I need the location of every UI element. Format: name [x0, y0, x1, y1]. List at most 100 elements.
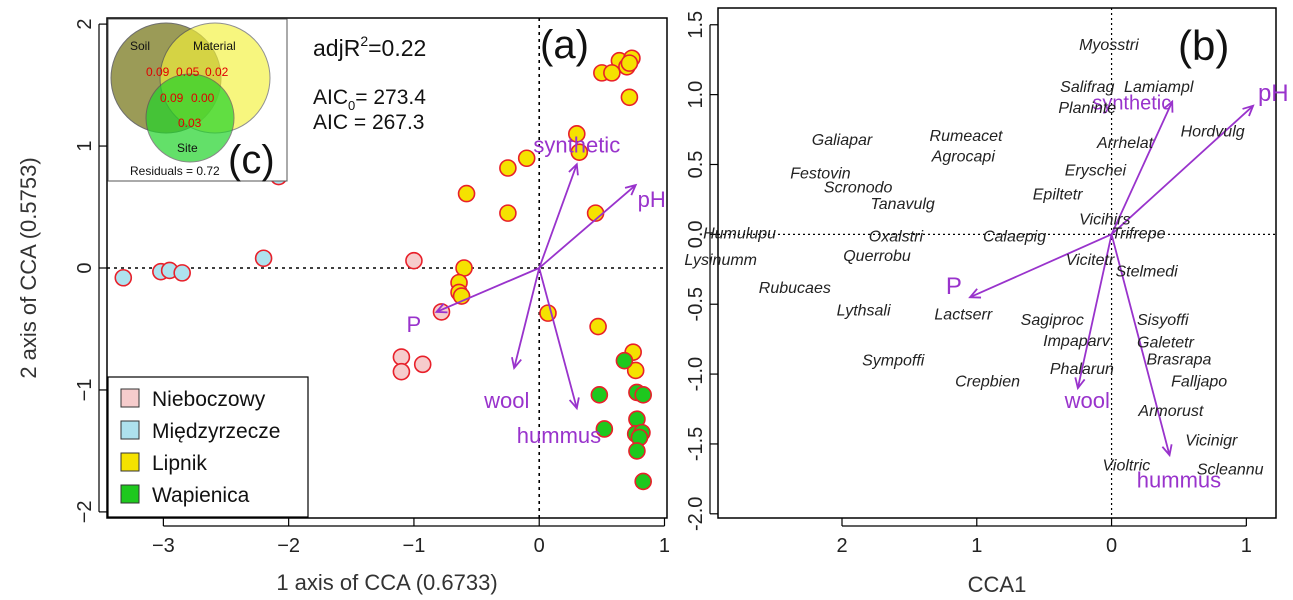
aic-annotation: AIC = 267.3	[313, 111, 425, 134]
panel-b-vector-label-synthetic: synthetic	[1092, 93, 1171, 115]
venn-set-label-material: Material	[193, 39, 236, 53]
panel-a-x-tick-label: −3	[152, 535, 175, 557]
species-label-planinte: Planinte	[1058, 100, 1116, 117]
adj-r2-sup: 2	[360, 33, 368, 49]
point-mi-dzyrzecze	[254, 249, 273, 268]
panel-b-vector-synthetic-head	[1163, 99, 1174, 113]
point-wapienica	[590, 386, 609, 404]
venn-value-soil-material: 0.05	[176, 65, 200, 79]
species-label-impaparv: Impaparv	[1043, 333, 1111, 350]
legend-swatch-wapienica	[120, 484, 140, 504]
panel-b-x-tick-label: 1	[971, 535, 982, 557]
panel-a-vector-label-p: P	[406, 312, 421, 337]
panel-b-vector-ph-head	[1242, 104, 1255, 117]
panel-a-vector-label-wool: wool	[483, 388, 529, 413]
panel-a-vector-synthetic-head	[568, 162, 579, 176]
point-mi-dzyrzecze	[114, 268, 133, 287]
point-nieboczowy	[405, 251, 423, 270]
panel-b-plot-frame	[717, 7, 1277, 519]
species-label-scronodo: Scronodo	[824, 179, 893, 196]
point-lipnik	[620, 54, 639, 72]
panel-a-vector-label-hummus: hummus	[517, 423, 601, 448]
legend-label-lipnik: Lipnik	[152, 452, 207, 475]
species-label-humulupu: Humulupu	[703, 226, 776, 243]
panel-b-x-tick-label: 1	[1241, 535, 1252, 557]
venn-circle-site	[145, 73, 235, 163]
point-lipnik	[455, 259, 473, 277]
panel-b-vector-label-ph: pH	[1258, 80, 1289, 107]
species-label-calaepig: Calaepig	[983, 228, 1046, 245]
panel-a-x-axis-title: 1 axis of CCA (0.6733)	[276, 570, 497, 595]
species-label-trifrepe: Trifrepe	[1112, 226, 1166, 243]
aic0-annotation: AIC0= 273.4	[313, 86, 426, 113]
panel-b-vector-p-line	[969, 233, 1112, 299]
panel-a-x-tick-label: 0	[534, 535, 545, 557]
panel-b-vector-label-hummus: hummus	[1137, 467, 1221, 492]
point-mi-dzyrzecze	[173, 264, 191, 282]
panel-b-vector-hummus-line	[1110, 234, 1171, 456]
point-wapienica	[628, 442, 646, 460]
species-label-armorust: Armorust	[1137, 403, 1203, 420]
adj-r2-annotation: adjR2=0.22	[313, 33, 426, 61]
panel-b-y-tick-label: -2.0	[685, 497, 707, 531]
panel-b-ticks: 2 1 0 1 -2.0 -1.5 -1.0 -0.5 0.0 0.5 1.0 1.5	[685, 11, 1252, 557]
species-label-sagiproc: Sagiproc	[1021, 312, 1084, 329]
species-label-festovin: Festovin	[790, 165, 851, 182]
species-label-sisyoffi: Sisyoffi	[1137, 312, 1189, 329]
venn-set-label-soil: Soil	[130, 39, 150, 53]
point-lipnik	[517, 149, 536, 168]
species-label-galetetr: Galetetr	[1137, 335, 1195, 352]
species-label-lysinumm: Lysinumm	[684, 252, 757, 269]
panel-a-x-tick-label: −2	[277, 535, 300, 557]
species-label-hordvulg: Hordvulg	[1181, 124, 1245, 141]
legend-swatch-lipnik	[120, 452, 140, 472]
panel-b-label: (b)	[1178, 22, 1229, 69]
legend-label-nieboczowy: Nieboczowy	[152, 388, 266, 411]
panel-a-label: (a)	[540, 23, 589, 67]
species-label-brasrapa: Brasrapa	[1146, 351, 1211, 368]
point-nieboczowy	[392, 348, 411, 366]
species-label-lactserr: Lactserr	[934, 307, 992, 324]
panel-b-vector-hummus-head	[1161, 444, 1173, 458]
panel-b-y-tick-label: 0.5	[685, 151, 707, 179]
species-label-querrobu: Querrobu	[843, 248, 911, 265]
species-label-rubucaes: Rubucaes	[759, 280, 831, 297]
legend-label-wapienica: Wapienica	[152, 484, 250, 507]
panel-b-vector-p-head	[968, 288, 982, 299]
panel-c-label: (c)	[228, 138, 275, 182]
panel-b-y-tick-label: -1.5	[685, 427, 707, 461]
panel-a-points	[114, 49, 652, 491]
panel-b-y-tick-label: -0.5	[685, 287, 707, 321]
panel-a-y-tick-label: −1	[74, 379, 96, 402]
panel-a-vector-ph-line	[538, 184, 637, 269]
venn-value-soil-only: 0.09	[146, 65, 170, 79]
venn-value-soil-site: 0.09	[160, 91, 184, 105]
venn-inset: Soil Material Site 0.09 0.05 0.02 0.09 0…	[107, 18, 288, 182]
legend-swatch-mi-dzyrzecze	[120, 420, 140, 440]
panel-a-ticks: −3 −2 −1 0 1 −2 −1 0 1 2	[74, 19, 670, 557]
aic0-value: = 273.4	[355, 86, 426, 109]
species-label-galiapar: Galiapar	[812, 132, 873, 149]
panel-a-vector-ph-head	[624, 183, 638, 196]
aic0-sub: 0	[348, 98, 355, 113]
panel-b-vector-label-wool: wool	[1064, 388, 1110, 413]
legend-label-mi-dzyrzecze: Międzyrzecze	[152, 420, 280, 443]
point-nieboczowy	[413, 355, 432, 374]
species-label-myosstri: Myosstri	[1079, 37, 1139, 54]
point-lipnik	[626, 361, 645, 380]
legend-swatch-nieboczowy	[120, 388, 140, 408]
point-lipnik	[499, 204, 517, 222]
panel-b-x-tick-label: 0	[1106, 535, 1117, 557]
panel-a-x-tick-label: 1	[659, 535, 670, 557]
venn-value-site-only: 0.03	[178, 116, 202, 130]
point-nieboczowy	[392, 362, 411, 381]
panel-a-vector-synthetic-line	[538, 164, 578, 269]
species-label-eryschei: Eryschei	[1065, 163, 1127, 180]
panel-a: −3 −2 −1 0 1 −2 −1 0 1 2 1 axis of CCA (0.6733) 2…	[16, 17, 670, 595]
aic0-label: AIC	[313, 86, 348, 109]
panel-b-reference-lines	[718, 8, 1276, 518]
panel-b-y-tick-label: -1.0	[685, 357, 707, 391]
